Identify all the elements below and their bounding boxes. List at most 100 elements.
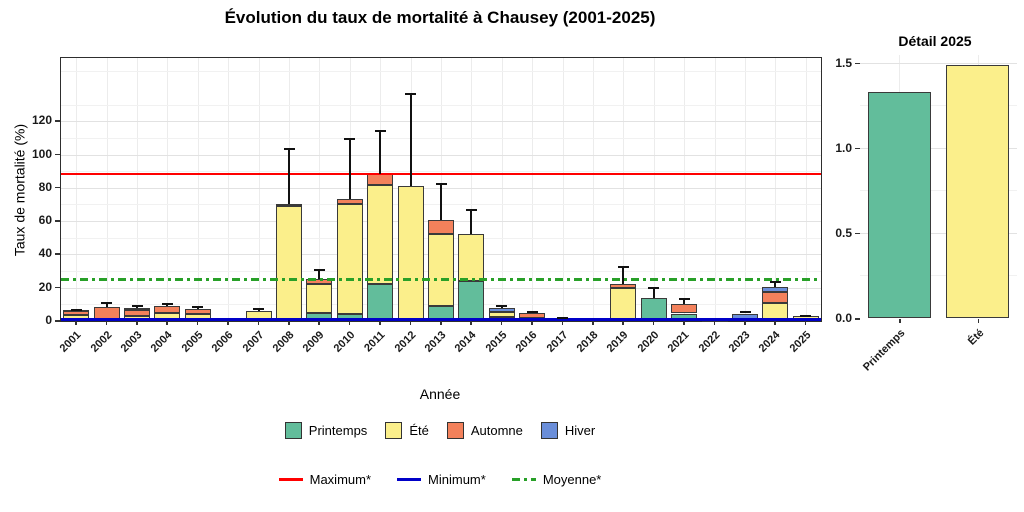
gridline-minor <box>61 104 821 106</box>
gridline-vertical <box>805 58 807 321</box>
y-tick-mark <box>55 186 60 189</box>
error-bar-line <box>379 129 382 174</box>
refline-maximum <box>61 172 821 175</box>
legend-label: Moyenne* <box>542 472 602 487</box>
x-tick-mark <box>166 321 168 325</box>
error-bar-line <box>318 269 321 280</box>
y-tick-label: 20 <box>38 279 52 294</box>
gridline-vertical <box>258 58 260 321</box>
error-bar-cap <box>800 315 812 318</box>
detail-x-tick-label-été: Été <box>965 327 987 348</box>
error-bar-line <box>409 92 412 187</box>
legend-item-minimum: Minimum* <box>397 472 486 487</box>
main-x-axis-label: Année <box>419 386 461 402</box>
gridline-major <box>860 62 1017 64</box>
error-bar-cap <box>496 305 508 308</box>
bar-segment-automne-2013 <box>428 220 454 234</box>
x-tick-mark <box>713 321 716 325</box>
legend-label: Minimum* <box>428 472 486 487</box>
legend-reference-lines: Maximum* Minimum* Moyenne* <box>30 472 850 487</box>
error-bar-cap <box>769 281 781 284</box>
x-tick-mark <box>744 321 746 325</box>
bar-segment-été-2015 <box>488 312 515 317</box>
error-bar-cap <box>192 306 204 309</box>
y-tick-label: 80 <box>38 179 52 194</box>
detail-plot-area <box>860 55 1017 318</box>
y-tick-label: 120 <box>31 113 52 128</box>
error-bar-cap <box>344 137 356 140</box>
x-tick-mark <box>348 321 351 325</box>
main-chart-title: Évolution du taux de mortalité à Chausey… <box>224 8 656 27</box>
detail-x-tick-label-printemps: Printemps <box>861 327 908 374</box>
legend-label: Été <box>409 423 429 438</box>
legend-item-hiver: Hiver <box>540 422 596 439</box>
bar-segment-automne-2010 <box>336 198 363 205</box>
bar-segment-printemps-2011 <box>367 283 394 321</box>
bar-segment-été-2013 <box>428 233 454 307</box>
error-bar-line <box>348 137 351 199</box>
x-tick-mark <box>318 321 320 325</box>
legend-swatch-hiver <box>540 422 558 439</box>
legend-item-été: Été <box>385 422 429 439</box>
gridline-minor <box>61 137 821 139</box>
x-tick-mark <box>257 321 260 325</box>
error-bar-cap <box>739 311 751 313</box>
bar-segment-été-2009 <box>306 284 333 313</box>
detail-y-tick-mark <box>855 232 860 235</box>
legend-label: Hiver <box>564 423 596 438</box>
legend-label: Printemps <box>308 423 368 438</box>
detail-x-tick-mark <box>899 319 901 323</box>
error-bar-cap <box>465 208 477 211</box>
gridline-vertical <box>775 58 777 321</box>
x-tick-mark <box>136 321 138 325</box>
x-tick-mark <box>774 321 776 325</box>
y-tick-mark <box>55 286 60 289</box>
detail-chart-title: Détail 2025 <box>898 33 972 49</box>
gridline-vertical <box>593 58 594 321</box>
x-tick-mark <box>561 321 564 325</box>
bar-segment-automne-2019 <box>610 283 637 288</box>
error-bar-cap <box>648 286 660 289</box>
x-tick-mark <box>804 321 807 325</box>
error-bar-cap <box>617 266 629 269</box>
gridline-vertical <box>501 58 503 321</box>
y-tick-label: 100 <box>31 146 52 161</box>
gridline-vertical <box>167 58 169 321</box>
legend-swatch-automne <box>446 422 464 439</box>
refline-minimum <box>61 318 821 321</box>
error-bar-cap <box>313 269 325 272</box>
x-tick-mark <box>592 321 594 325</box>
bar-segment-hiver-2015 <box>488 308 515 312</box>
error-bar-cap <box>253 307 265 310</box>
error-bar-cap <box>405 92 417 95</box>
error-bar-line <box>105 301 108 307</box>
x-tick-mark <box>652 321 655 325</box>
legend-line-sample <box>397 478 422 481</box>
gridline-vertical <box>319 58 321 321</box>
y-tick-mark <box>55 253 60 255</box>
gridline-vertical <box>714 58 716 321</box>
error-bar-line <box>683 297 686 305</box>
detail-y-tick-label: 1.5 <box>835 55 852 70</box>
detail-bar-été <box>946 64 1010 318</box>
gridline-major <box>860 232 1017 234</box>
gridline-major <box>860 147 1017 149</box>
x-tick-mark <box>500 321 503 325</box>
x-tick-mark <box>288 321 290 325</box>
y-tick-label: 60 <box>38 213 52 228</box>
error-bar-cap <box>374 129 386 132</box>
gridline-vertical <box>562 58 564 321</box>
legend-item-automne: Automne <box>446 422 523 439</box>
detail-y-tick-mark <box>855 62 860 65</box>
error-bar-line <box>288 147 290 205</box>
x-tick-mark <box>227 321 229 325</box>
gridline-minor <box>61 171 821 173</box>
bar-segment-automne-2005 <box>184 309 211 315</box>
bar-segment-hiver-2001 <box>63 310 90 313</box>
bar-segment-automne-2016 <box>519 313 546 319</box>
error-bar-cap <box>131 305 143 308</box>
x-tick-mark <box>75 321 77 325</box>
y-tick-mark <box>55 153 60 156</box>
